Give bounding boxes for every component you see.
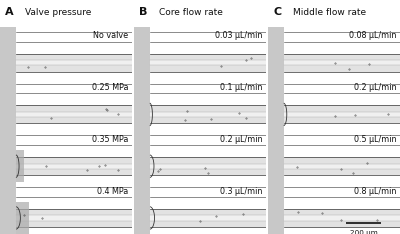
Bar: [134, 98, 150, 130]
Text: 0.8 μL/min: 0.8 μL/min: [354, 186, 396, 196]
Bar: [16, 157, 132, 175]
Bar: [134, 150, 150, 182]
Bar: [284, 157, 400, 175]
Bar: [284, 106, 400, 123]
Bar: [268, 150, 284, 182]
Text: Middle flow rate: Middle flow rate: [293, 8, 366, 17]
Bar: [284, 60, 400, 65]
Bar: [268, 131, 284, 150]
Bar: [16, 202, 29, 234]
Bar: [134, 131, 150, 150]
Bar: [150, 209, 266, 227]
Bar: [284, 112, 400, 117]
Text: 200 μm: 200 μm: [350, 230, 378, 234]
Bar: [134, 202, 150, 234]
Text: 0.2 μL/min: 0.2 μL/min: [354, 83, 396, 92]
Bar: [150, 60, 266, 65]
Bar: [150, 106, 266, 123]
Bar: [268, 27, 284, 47]
Bar: [268, 79, 284, 98]
Bar: [0, 131, 16, 150]
Bar: [134, 27, 150, 47]
Bar: [0, 47, 16, 79]
Bar: [16, 164, 132, 169]
Bar: [16, 106, 132, 123]
Text: 0.35 MPa: 0.35 MPa: [92, 135, 128, 144]
Bar: [150, 157, 266, 175]
Bar: [16, 209, 132, 227]
Bar: [134, 79, 150, 98]
Bar: [150, 54, 266, 72]
Bar: [0, 98, 16, 130]
Text: No valve: No valve: [93, 31, 128, 40]
Bar: [0, 27, 16, 47]
Bar: [268, 202, 284, 234]
Bar: [0, 202, 16, 234]
Bar: [16, 112, 132, 117]
Bar: [16, 60, 132, 65]
Bar: [16, 54, 132, 72]
Bar: [150, 215, 266, 220]
Text: 0.08 μL/min: 0.08 μL/min: [349, 31, 396, 40]
Text: C: C: [273, 7, 281, 17]
Bar: [284, 164, 400, 169]
Bar: [284, 54, 400, 72]
Bar: [0, 182, 16, 202]
Text: Core flow rate: Core flow rate: [159, 8, 223, 17]
Bar: [268, 182, 284, 202]
Text: Valve pressure: Valve pressure: [25, 8, 92, 17]
Bar: [284, 209, 400, 227]
Bar: [268, 47, 284, 79]
Bar: [284, 215, 400, 220]
Bar: [16, 215, 132, 220]
Bar: [16, 150, 24, 182]
Bar: [268, 98, 284, 130]
Text: 0.4 MPa: 0.4 MPa: [97, 186, 128, 196]
Bar: [134, 47, 150, 79]
Bar: [134, 182, 150, 202]
Bar: [150, 164, 266, 169]
Text: 0.03 μL/min: 0.03 μL/min: [215, 31, 262, 40]
Text: 0.5 μL/min: 0.5 μL/min: [354, 135, 396, 144]
Text: 0.1 μL/min: 0.1 μL/min: [220, 83, 262, 92]
Text: A: A: [5, 7, 14, 17]
Text: 0.3 μL/min: 0.3 μL/min: [220, 186, 262, 196]
Text: 0.25 MPa: 0.25 MPa: [92, 83, 128, 92]
Bar: [0, 79, 16, 98]
Bar: [150, 112, 266, 117]
Text: B: B: [139, 7, 148, 17]
Text: 0.2 μL/min: 0.2 μL/min: [220, 135, 262, 144]
Bar: [0, 150, 16, 182]
